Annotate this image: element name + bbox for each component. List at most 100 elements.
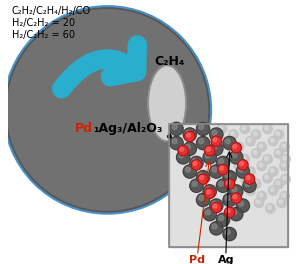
Circle shape [230,208,243,221]
Circle shape [185,130,190,135]
Circle shape [276,151,280,154]
Circle shape [253,181,257,185]
Circle shape [257,191,266,201]
Text: C₂H₄: C₂H₄ [155,55,185,68]
Circle shape [280,161,289,171]
Circle shape [205,153,210,158]
Ellipse shape [148,65,186,141]
Circle shape [232,153,237,158]
Circle shape [199,173,204,178]
Circle shape [231,193,242,203]
Circle shape [229,130,238,139]
Circle shape [265,126,268,130]
Circle shape [185,167,190,172]
Circle shape [226,180,230,184]
Circle shape [170,136,183,150]
Circle shape [279,200,283,204]
Circle shape [211,136,221,147]
Circle shape [270,188,274,191]
Circle shape [234,161,244,171]
Circle shape [268,136,278,146]
Circle shape [186,133,191,137]
Circle shape [276,181,280,185]
Circle shape [203,208,216,221]
Circle shape [196,193,210,206]
Circle shape [211,202,221,213]
Circle shape [196,122,210,135]
Circle shape [219,126,223,130]
Circle shape [205,145,215,156]
Bar [169,124,288,247]
Circle shape [226,209,230,213]
Circle shape [210,142,223,155]
Circle shape [170,122,183,135]
Circle shape [183,142,196,155]
Circle shape [224,207,235,218]
Circle shape [223,136,232,146]
Circle shape [205,187,210,192]
Circle shape [212,201,217,206]
Circle shape [223,171,236,184]
Bar [169,124,288,247]
Circle shape [210,165,223,178]
Text: Ag: Ag [218,255,234,264]
Circle shape [236,144,240,148]
Circle shape [180,147,184,151]
Circle shape [238,160,248,170]
Circle shape [240,173,250,183]
Circle shape [205,188,215,199]
Circle shape [225,138,229,142]
Circle shape [248,169,251,172]
Circle shape [199,139,204,144]
Circle shape [280,191,289,201]
Circle shape [225,230,230,235]
Circle shape [206,147,210,151]
Circle shape [274,179,283,188]
Circle shape [266,204,275,213]
Circle shape [196,136,210,150]
Text: H₂/C₂H₂ = 20: H₂/C₂H₂ = 20 [12,18,75,28]
Circle shape [233,144,237,148]
Circle shape [240,154,250,164]
Circle shape [230,185,243,198]
Circle shape [179,153,184,158]
Circle shape [192,181,197,186]
Circle shape [251,149,261,158]
Circle shape [282,163,286,167]
Circle shape [230,151,234,154]
Circle shape [281,174,290,184]
Circle shape [217,124,227,134]
Circle shape [282,193,286,197]
Circle shape [183,128,196,141]
Circle shape [200,176,204,180]
Circle shape [5,8,210,212]
Circle shape [270,169,274,172]
Circle shape [238,201,244,206]
Circle shape [210,199,223,212]
Circle shape [234,142,244,152]
Circle shape [185,144,190,149]
Circle shape [239,162,243,166]
Circle shape [199,124,204,129]
Circle shape [268,167,278,176]
Circle shape [259,163,263,167]
Circle shape [253,151,257,154]
Circle shape [198,174,208,184]
Circle shape [212,130,217,135]
Circle shape [210,128,223,141]
Circle shape [277,198,286,208]
Circle shape [178,145,188,156]
Circle shape [282,144,286,148]
Circle shape [281,154,290,164]
Circle shape [216,179,230,192]
Circle shape [213,138,217,142]
Circle shape [251,130,261,139]
FancyArrowPatch shape [61,45,137,89]
Circle shape [196,171,210,184]
Circle shape [246,186,255,195]
Text: Pd: Pd [189,255,206,264]
Circle shape [232,210,237,215]
Text: ₁Ag₃/Al₂O₃: ₁Ag₃/Al₂O₃ [93,122,163,135]
Circle shape [223,136,236,150]
Circle shape [230,151,243,164]
